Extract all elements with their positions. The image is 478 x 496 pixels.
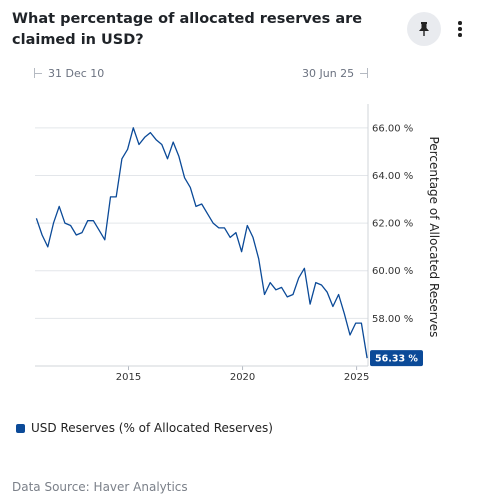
x-tick-label: 2020 [230, 372, 255, 383]
end-value-label-text: 56.33 % [375, 354, 418, 365]
range-end-handle[interactable]: 30 Jun 25 [302, 64, 369, 82]
range-end-label: 30 Jun 25 [302, 66, 355, 80]
x-tick-label: 2025 [344, 372, 369, 383]
y-tick-label: 62.00 % [372, 219, 413, 230]
y-tick-label: 66.00 % [372, 123, 413, 134]
line-chart: 58.00 % 60.00 % 62.00 % 64.00 % 66.00 % 2015… [35, 104, 441, 383]
end-value-label: 56.33 % [370, 350, 423, 367]
chart-title: What percentage of allocated reserves ar… [12, 11, 363, 48]
y-tick-label: 64.00 % [372, 171, 413, 182]
legend-swatch [16, 423, 25, 433]
y-tick-label: 58.00 % [372, 314, 413, 325]
y-tick-label: 60.00 % [372, 266, 413, 277]
y-axis-title: Percentage of Allocated Reserves [427, 137, 441, 338]
y-axis-ticks: 58.00 % 60.00 % 62.00 % 64.00 % 66.00 % [372, 123, 413, 325]
x-axis-ticks: 2015 2020 2025 [116, 366, 369, 383]
gridlines [35, 127, 368, 319]
range-start-handle[interactable]: 31 Dec 10 [34, 64, 104, 82]
more-options-button[interactable] [450, 18, 470, 40]
pin-button[interactable] [407, 12, 441, 46]
range-start-label: 31 Dec 10 [48, 66, 105, 80]
end-value-label-bg [370, 350, 423, 367]
data-source: Data Source: Haver Analytics [12, 480, 188, 494]
pin-icon [419, 22, 429, 36]
legend-item-usd-reserves[interactable]: USD Reserves (% of Allocated Reserves) [16, 421, 273, 435]
series-line-usd-reserves [35, 127, 368, 359]
legend-label: USD Reserves (% of Allocated Reserves) [31, 421, 273, 435]
x-tick-label: 2015 [116, 372, 141, 383]
more-vertical-icon [458, 21, 462, 25]
